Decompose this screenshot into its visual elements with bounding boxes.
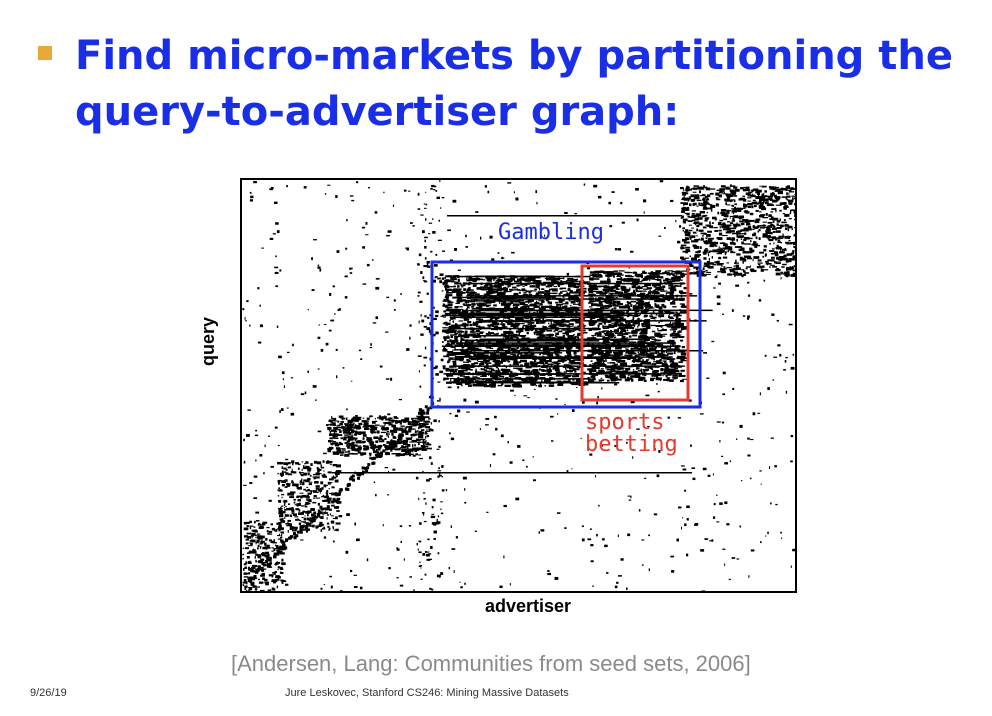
gambling-box xyxy=(430,260,702,409)
gambling-label: Gambling xyxy=(498,220,604,245)
citation: [Andersen, Lang: Communities from seed s… xyxy=(231,651,751,676)
slide-date: 9/26/19 xyxy=(30,687,67,699)
adjacency-matrix-figure xyxy=(240,178,797,593)
x-axis-label: advertiser xyxy=(485,596,572,616)
matrix-plot xyxy=(242,180,795,591)
slide-title: Find micro-markets by partitioning the q… xyxy=(75,33,953,135)
sports-betting-label: sports betting xyxy=(585,410,678,457)
y-axis-label: query xyxy=(198,316,218,366)
sports-betting-box xyxy=(580,264,690,402)
slide-footer: Jure Leskovec, Stanford CS246: Mining Ma… xyxy=(285,687,569,699)
bullet-icon xyxy=(38,46,52,60)
